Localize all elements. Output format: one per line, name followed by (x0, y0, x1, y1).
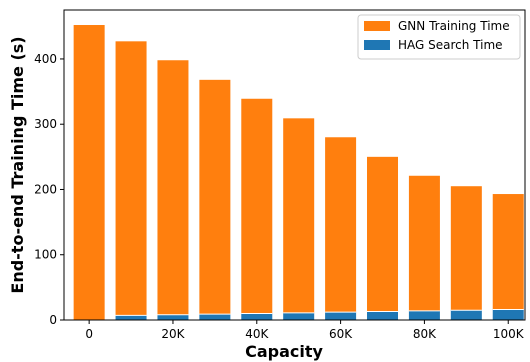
y-tick-label-4: 400 (34, 52, 57, 66)
legend: GNN Training Time HAG Search Time (357, 14, 521, 60)
bar-gnn-5 (283, 118, 315, 313)
bar-gnn-7 (367, 156, 399, 312)
bar-gnn-6 (325, 137, 357, 313)
legend-label-gnn: GNN Training Time (398, 19, 510, 33)
legend-label-hag: HAG Search Time (398, 38, 503, 52)
x-axis: 0 20K 40K 60K 80K 100K (85, 320, 525, 341)
bar-hag-6 (325, 312, 357, 320)
legend-box (357, 14, 521, 60)
y-axis: 0 100 200 300 400 (34, 52, 64, 327)
bar-gnn-4 (241, 98, 273, 314)
bar-hag-8 (408, 310, 440, 320)
x-tick-label-1: 20K (161, 327, 185, 341)
bar-hag-10 (492, 309, 524, 320)
bar-gnn-10 (492, 194, 524, 310)
bar-hag-7 (367, 311, 399, 320)
x-tick-label-2: 40K (245, 327, 269, 341)
bar-hag-3 (199, 314, 231, 320)
x-tick-label-5: 100K (493, 327, 525, 341)
bar-hag-4 (241, 313, 273, 320)
y-tick-label-3: 300 (34, 117, 57, 131)
bar-gnn-1 (115, 41, 147, 316)
bar-gnn-8 (408, 175, 440, 311)
bar-gnn-0 (73, 25, 105, 320)
x-axis-title: Capacity (245, 342, 323, 361)
bar-hag-1 (115, 315, 147, 320)
bar-hag-5 (283, 312, 315, 320)
bar-hag-9 (450, 310, 482, 320)
y-axis-title: End-to-end Training Time (s) (8, 36, 27, 293)
plot-frame (63, 9, 526, 321)
x-tick-label-0: 0 (85, 327, 93, 341)
legend-swatch-gnn (364, 21, 390, 31)
bar-gnn-9 (450, 186, 482, 311)
y-tick-label-1: 100 (34, 248, 57, 262)
bar-hag-2 (157, 314, 189, 320)
bars-layer (73, 25, 524, 320)
legend-swatch-hag (364, 40, 390, 50)
bar-gnn-2 (157, 60, 189, 315)
y-tick-label-2: 200 (34, 182, 57, 196)
bar-gnn-3 (199, 79, 231, 315)
x-tick-label-4: 80K (413, 327, 437, 341)
x-tick-label-3: 60K (329, 327, 353, 341)
y-tick-label-0: 0 (49, 313, 57, 327)
